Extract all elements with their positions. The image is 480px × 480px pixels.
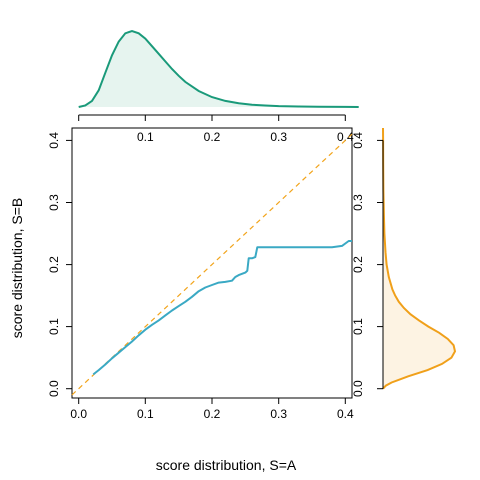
- right-tick-label-0: 0.0: [351, 380, 365, 397]
- right-tick-label-2: 0.2: [351, 256, 365, 273]
- right-tick-label-3: 0.3: [351, 194, 365, 211]
- top-density-panel: 0.1 0.2 0.3 0.4: [78, 29, 359, 144]
- y-axis-title: score distribution, S=B: [9, 198, 25, 338]
- density-b-axis: 0.0 0.1 0.2 0.3 0.4: [351, 132, 384, 397]
- x-axis-title: score distribution, S=A: [156, 457, 297, 473]
- main-y-axis: 0.0 0.1 0.2 0.3 0.4: [47, 132, 72, 397]
- density-b-fill: [383, 128, 455, 389]
- qq-curve: [92, 240, 352, 376]
- main-x-axis: 0.0 0.1 0.2 0.3 0.4: [70, 398, 354, 421]
- y-tick-label-1: 0.1: [47, 318, 61, 335]
- y-tick-label-4: 0.4: [47, 132, 61, 149]
- x-tick-label-4: 0.4: [337, 407, 354, 421]
- density-b-line: [382, 127, 457, 390]
- density-a-fill: [78, 31, 359, 107]
- x-tick-label-1: 0.1: [137, 407, 154, 421]
- top-tick-label-3: 0.4: [337, 130, 354, 144]
- top-tick-label-1: 0.2: [204, 130, 221, 144]
- x-tick-label-2: 0.2: [204, 407, 221, 421]
- right-density-panel: 0.0 0.1 0.2 0.3 0.4: [351, 127, 457, 397]
- top-tick-label-0: 0.1: [137, 130, 154, 144]
- top-tick-label-2: 0.3: [270, 130, 287, 144]
- qq-panel: 0.0 0.1 0.2 0.3 0.4 0.0 0.1 0.2 0.3 0.4 score di…: [9, 127, 354, 473]
- x-tick-label-3: 0.3: [270, 407, 287, 421]
- right-tick-label-4: 0.4: [351, 132, 365, 149]
- density-a-line: [78, 29, 359, 108]
- density-a-axis: 0.1 0.2 0.3 0.4: [78, 114, 354, 144]
- y-tick-label-0: 0.0: [47, 380, 61, 397]
- right-tick-label-1: 0.1: [351, 318, 365, 335]
- y-tick-label-2: 0.2: [47, 256, 61, 273]
- y-tick-label-3: 0.3: [47, 194, 61, 211]
- x-tick-label-0: 0.0: [70, 407, 87, 421]
